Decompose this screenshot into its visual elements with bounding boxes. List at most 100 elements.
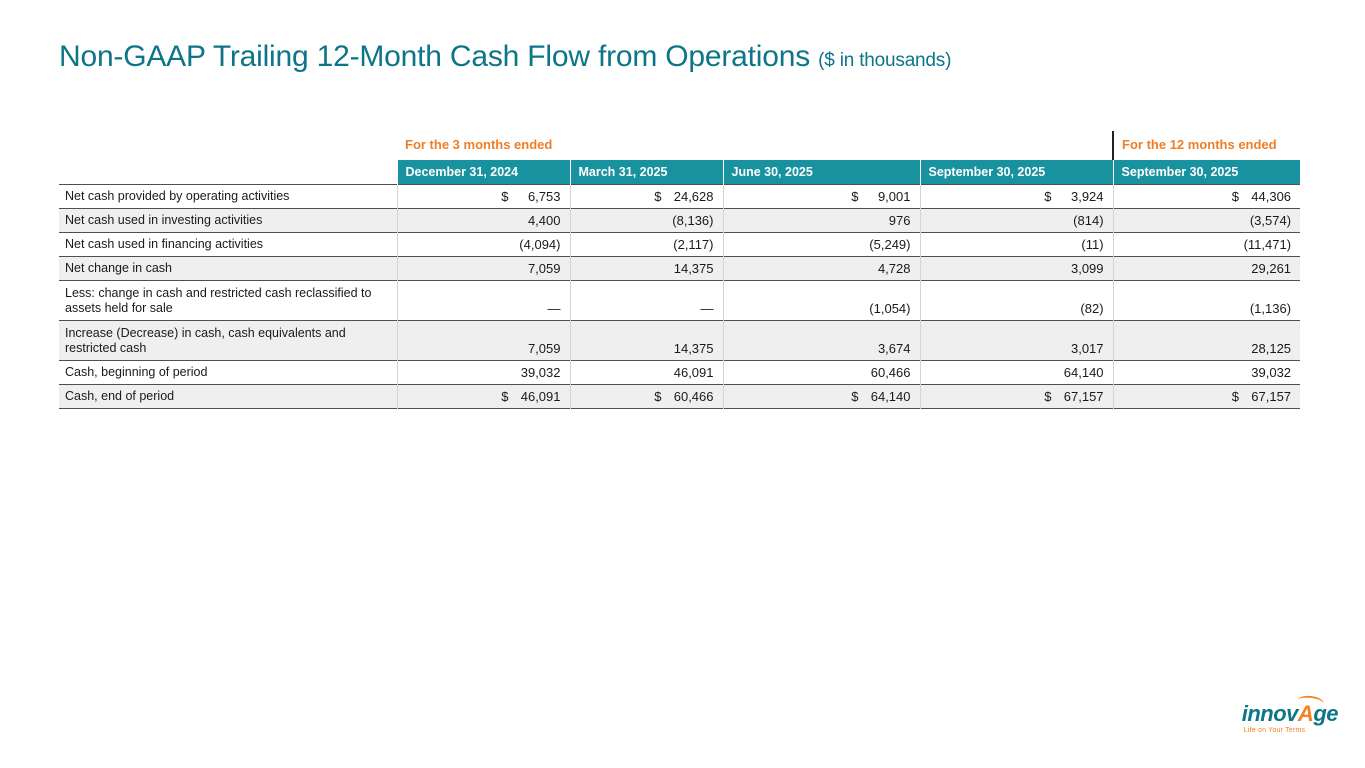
column-header-dec-2024: December 31, 2024 (396, 160, 570, 185)
value: (5,249) (869, 237, 911, 252)
value: (11) (1081, 237, 1104, 252)
dollar-sign: $ (1231, 189, 1240, 204)
value-cell: 28,125 (1112, 320, 1301, 361)
value-cell: 39,032 (396, 360, 570, 385)
group-header-spacer (59, 131, 397, 160)
value: 7,059 (527, 341, 561, 356)
dollar-sign: $ (501, 189, 509, 204)
column-header-jun-2025: June 30, 2025 (722, 160, 920, 185)
value-cell: $24,628 (569, 184, 723, 209)
table-row-financing-activities: Net cash used in financing activities (4… (59, 232, 1301, 257)
value-cell: 976 (722, 208, 920, 233)
title-units-note: ($ in thousands) (818, 50, 952, 71)
value-cell: — (396, 280, 570, 321)
row-label: Less: change in cash and restricted cash… (65, 285, 372, 315)
value-cell: (1,054) (722, 280, 920, 321)
value-cell: 4,400 (396, 208, 570, 233)
table-row-operating-activities: Net cash provided by operating activitie… (59, 184, 1301, 209)
value-cell: 7,059 (396, 320, 570, 361)
row-label: Net cash used in investing activities (65, 213, 263, 227)
value-cell: $6,753 (396, 184, 570, 209)
logo-tagline: Life on Your Terms (1243, 727, 1306, 734)
value-cell: — (569, 280, 723, 321)
value: 14,375 (673, 341, 714, 356)
value-cell: 46,091 (569, 360, 723, 385)
value-cell: (814) (919, 208, 1114, 233)
table-row-increase-decrease-in-cash: Increase (Decrease) in cash, cash equiva… (59, 320, 1301, 361)
group-header-row: For the 3 months ended For the 12 months… (59, 131, 1301, 160)
value: 3,924 (1070, 189, 1104, 204)
value: (11,471) (1243, 237, 1292, 252)
value-cell: 3,099 (919, 256, 1114, 281)
value-cell: (2,117) (569, 232, 723, 257)
value: 46,091 (673, 365, 714, 380)
value-cell: 64,140 (919, 360, 1114, 385)
value: 4,400 (527, 213, 561, 228)
value: 4,728 (877, 261, 911, 276)
dollar-sign: $ (501, 389, 509, 404)
logo-part-innov: innov (1241, 701, 1299, 726)
value-cell: (3,574) (1112, 208, 1301, 233)
value-cell: 3,017 (919, 320, 1114, 361)
row-label: Net change in cash (65, 261, 173, 275)
column-header-spacer (59, 160, 397, 185)
value-cell: $3,924 (919, 184, 1114, 209)
value-cell: 4,728 (722, 256, 920, 281)
row-label: Cash, end of period (65, 389, 175, 403)
dollar-sign: $ (851, 389, 859, 404)
table-row-net-change-in-cash: Net change in cash 7,059 14,375 4,728 3,… (59, 256, 1301, 281)
value: (82) (1080, 301, 1104, 316)
value-cell: $67,157 (1112, 384, 1301, 409)
value: 7,059 (527, 261, 561, 276)
column-header-mar-2025: March 31, 2025 (569, 160, 723, 185)
group-header-12-months: For the 12 months ended (1112, 131, 1301, 160)
value: (3,574) (1249, 213, 1292, 228)
value: 64,140 (1063, 365, 1104, 380)
value-cell: (11,471) (1112, 232, 1301, 257)
value: (1,054) (869, 301, 911, 316)
dollar-sign: $ (851, 189, 859, 204)
value: 24,628 (673, 189, 714, 204)
value-cell: (5,249) (722, 232, 920, 257)
value: 67,157 (1251, 389, 1292, 404)
value: — (547, 301, 561, 316)
value: 28,125 (1251, 341, 1292, 356)
title-text: Non-GAAP Trailing 12-Month Cash Flow fro… (59, 40, 811, 73)
column-header-row: December 31, 2024 March 31, 2025 June 30… (59, 160, 1301, 185)
row-label: Net cash used in financing activities (65, 237, 264, 251)
logo-part-ge: ge (1313, 701, 1338, 726)
value-cell: 3,674 (722, 320, 920, 361)
value: 46,091 (520, 389, 561, 404)
value: 29,261 (1251, 261, 1292, 276)
value: 976 (888, 213, 911, 228)
value-cell: 39,032 (1112, 360, 1301, 385)
value: (1,136) (1249, 301, 1292, 316)
dollar-sign: $ (1231, 389, 1240, 404)
table-row-cash-end-of-period: Cash, end of period $46,091 $60,466 $64,… (59, 384, 1301, 409)
value: (8,136) (672, 213, 714, 228)
value: 60,466 (870, 365, 911, 380)
dollar-sign: $ (1044, 189, 1052, 204)
value: 39,032 (520, 365, 561, 380)
dollar-sign: $ (654, 189, 662, 204)
value-cell: (4,094) (396, 232, 570, 257)
value: — (700, 301, 714, 316)
value-cell: 7,059 (396, 256, 570, 281)
value: 39,032 (1251, 365, 1292, 380)
value-cell: 29,261 (1112, 256, 1301, 281)
value-cell: $64,140 (722, 384, 920, 409)
column-header-sep-2025-ttm: September 30, 2025 (1112, 160, 1301, 185)
dollar-sign: $ (1044, 389, 1052, 404)
value-cell: $46,091 (396, 384, 570, 409)
value-cell: $9,001 (722, 184, 920, 209)
value: 3,099 (1070, 261, 1104, 276)
table-row-investing-activities: Net cash used in investing activities 4,… (59, 208, 1301, 233)
value: 14,375 (673, 261, 714, 276)
value-cell: (11) (919, 232, 1114, 257)
row-label: Increase (Decrease) in cash, cash equiva… (65, 325, 346, 355)
value-cell: (8,136) (569, 208, 723, 233)
row-label: Net cash provided by operating activitie… (65, 189, 290, 203)
column-header-sep-2025: September 30, 2025 (919, 160, 1114, 185)
cash-flow-table: For the 3 months ended For the 12 months… (59, 131, 1301, 409)
innovage-logo-text: innovAge (1241, 694, 1338, 726)
